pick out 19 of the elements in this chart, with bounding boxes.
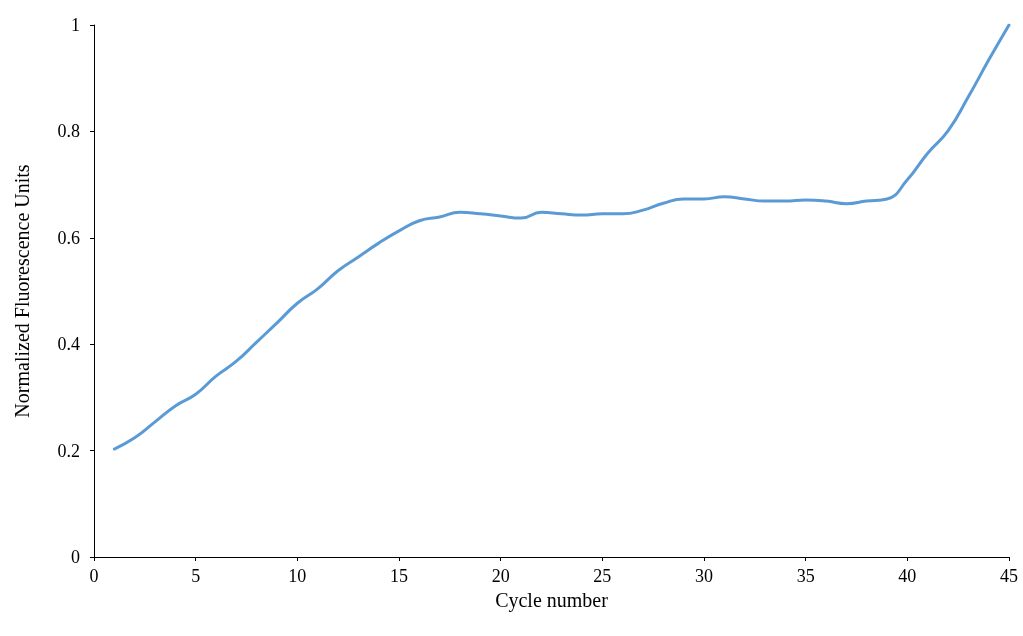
- y-axis-title: Normalized Fluorescence Units: [11, 164, 33, 418]
- y-tick-label: 0: [71, 547, 80, 567]
- x-tick-label: 10: [288, 566, 307, 586]
- y-tick-label: 0.8: [57, 121, 80, 142]
- x-axis-title: Cycle number: [495, 588, 609, 612]
- x-tick-label: 0: [89, 566, 99, 586]
- y-tick-label: 0.2: [57, 440, 80, 461]
- y-tick-label: 0.4: [57, 334, 80, 355]
- x-tick-label: 20: [491, 566, 510, 586]
- x-tick-label: 30: [695, 566, 713, 586]
- y-tick-label: 0.6: [57, 227, 80, 248]
- y-tick-label: 1: [71, 15, 80, 35]
- line-series: [112, 23, 1011, 451]
- x-tick-label: 40: [898, 566, 917, 586]
- x-tick-label: 15: [390, 566, 408, 586]
- x-tick-label: 25: [593, 566, 612, 586]
- x-tick-label: 5: [191, 566, 201, 586]
- x-tick-label: 35: [796, 566, 815, 586]
- x-tick-label: 45: [1000, 566, 1018, 586]
